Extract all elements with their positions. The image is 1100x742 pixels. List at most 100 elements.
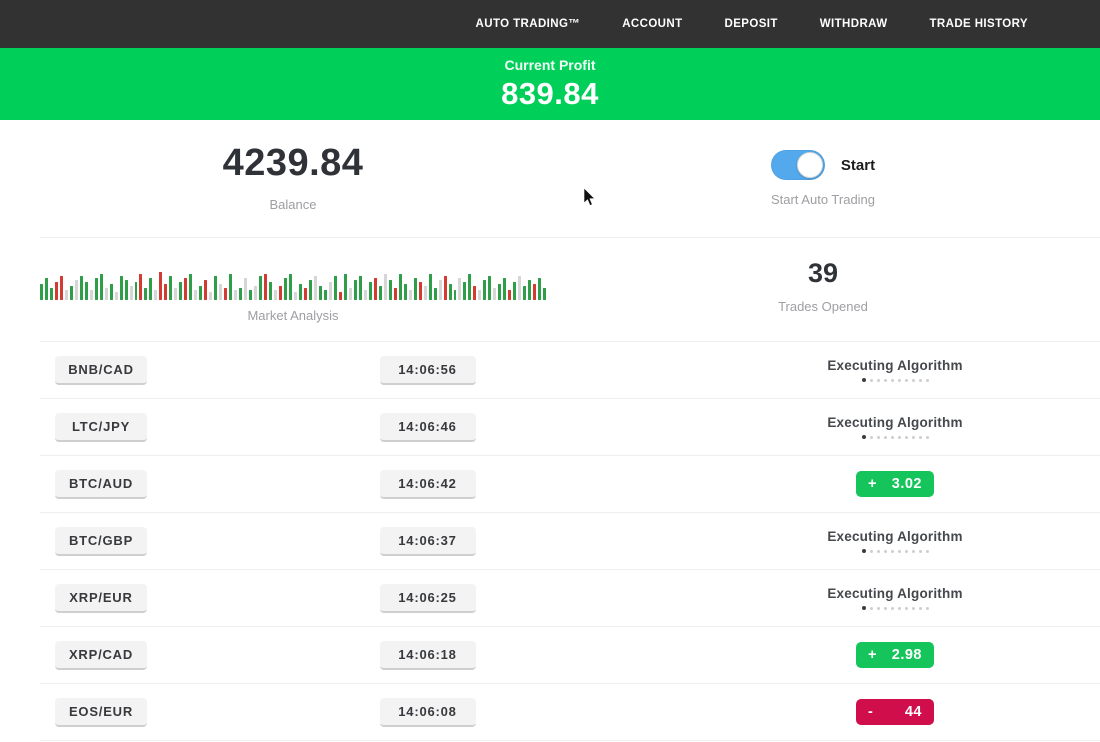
chart-bar (139, 274, 143, 300)
chart-bar (199, 286, 203, 300)
chart-bar (229, 274, 233, 300)
chart-bar (358, 276, 362, 300)
pair-badge[interactable]: XRP/CAD (55, 640, 147, 670)
chart-bar (323, 290, 327, 300)
result-sign: + (868, 476, 877, 492)
executing-algorithm-label: Executing Algorithm (827, 414, 963, 430)
chart-bar (373, 278, 377, 300)
trades-opened-block: 39 Trades Opened (546, 252, 1100, 341)
pair-badge[interactable]: BTC/GBP (55, 526, 147, 556)
chart-bar (214, 276, 218, 300)
chart-bar (523, 286, 527, 300)
trade-status-cell: Executing Algorithm (690, 358, 1100, 383)
nav-item-trade-history[interactable]: TRADE HISTORY (929, 18, 1028, 30)
chart-bar (513, 282, 517, 300)
chart-bar (533, 284, 537, 300)
chart-bar (79, 276, 83, 300)
trade-result-badge: +3.02 (856, 471, 934, 497)
chart-bar (448, 284, 452, 300)
nav-item-auto-trading[interactable]: AUTO TRADING™ (475, 18, 581, 30)
chart-bar (298, 284, 302, 300)
trade-status-cell: Executing Algorithm (690, 586, 1100, 611)
chart-bar (239, 288, 243, 300)
chart-bar (169, 276, 173, 300)
nav-item-deposit[interactable]: DEPOSIT (724, 18, 778, 30)
chart-bar (328, 282, 332, 300)
chart-bar (403, 284, 407, 300)
chart-bar (378, 286, 382, 300)
toggle-label: Start (840, 156, 876, 174)
pair-badge[interactable]: BTC/AUD (55, 469, 147, 499)
trade-status-cell: +2.98 (690, 642, 1100, 668)
time-badge[interactable]: 14:06:25 (379, 583, 476, 613)
pair-badge[interactable]: EOS/EUR (55, 697, 147, 727)
chart-bar (428, 274, 432, 300)
executing-algorithm-label: Executing Algorithm (827, 528, 963, 544)
executing-algorithm-label: Executing Algorithm (827, 585, 963, 601)
trades-opened-value: 39 (807, 258, 839, 288)
market-analysis-chart (39, 252, 547, 300)
trade-status-cell: - 44 (690, 699, 1100, 725)
chart-bar (274, 290, 278, 300)
chart-bar (453, 290, 457, 300)
time-badge[interactable]: 14:06:42 (379, 469, 476, 499)
time-badge[interactable]: 14:06:46 (379, 412, 476, 442)
chart-bar (543, 288, 547, 300)
chart-bar (64, 290, 68, 300)
chart-bar (189, 274, 193, 300)
pair-badge[interactable]: BNB/CAD (55, 355, 147, 385)
chart-bar (99, 274, 103, 300)
time-badge[interactable]: 14:06:08 (379, 697, 476, 727)
result-sign: - (868, 704, 874, 720)
market-analysis-block: Market Analysis (0, 252, 547, 341)
chart-bar (289, 274, 292, 300)
chart-bar (104, 288, 108, 300)
chart-bar (498, 284, 502, 300)
nav-item-account[interactable]: ACCOUNT (622, 18, 683, 30)
time-badge[interactable]: 14:06:37 (379, 526, 476, 556)
trade-row: LTC/JPY 14:06:46 Executing Algorithm (40, 399, 1100, 456)
chart-bar (388, 280, 392, 300)
market-analysis-section: Market Analysis 39 Trades Opened (0, 238, 1100, 341)
chart-bar (269, 282, 273, 300)
pair-badge[interactable]: LTC/JPY (55, 412, 147, 442)
result-value: 44 (904, 704, 922, 720)
chart-bar (84, 282, 88, 300)
chart-bar (69, 286, 73, 300)
time-badge[interactable]: 14:06:18 (379, 640, 476, 670)
chart-bar (308, 280, 312, 300)
chart-bar (473, 286, 477, 300)
trade-result-badge: - 44 (856, 699, 934, 725)
section-divider (40, 237, 1100, 238)
trade-row: BTC/AUD 14:06:42 +3.02 (40, 456, 1100, 513)
chart-bar (438, 280, 442, 300)
chart-bar (129, 286, 133, 300)
trade-status-cell: Executing Algorithm (690, 415, 1100, 440)
chart-bar (204, 280, 208, 300)
chart-bar (254, 286, 258, 300)
trades-opened-label: Trades Opened (778, 299, 868, 314)
time-badge[interactable]: 14:06:56 (379, 355, 476, 385)
chart-bar (134, 282, 138, 300)
chart-bar (39, 284, 43, 300)
chart-bar (159, 272, 163, 300)
chart-bar (468, 274, 472, 300)
trade-row: EOS/EUR 14:06:08 - 44 (40, 684, 1100, 741)
auto-trading-block: Start Start Auto Trading (546, 142, 1100, 237)
trade-row: XRP/EUR 14:06:25 Executing Algorithm (40, 570, 1100, 627)
pair-badge[interactable]: XRP/EUR (55, 583, 147, 613)
chart-bar (259, 276, 263, 300)
chart-bar (393, 288, 397, 300)
chart-bar (154, 290, 158, 300)
nav-item-withdraw[interactable]: WITHDRAW (819, 18, 888, 30)
chart-bar (338, 292, 342, 300)
chart-bar (74, 280, 78, 300)
progress-dots (690, 549, 1100, 554)
chart-bar (119, 276, 123, 300)
chart-bar (508, 290, 512, 300)
chart-bar (463, 282, 467, 300)
chart-bar (59, 276, 63, 300)
chart-bar (528, 280, 532, 300)
auto-trading-toggle[interactable] (770, 150, 825, 180)
result-sign: + (868, 647, 877, 663)
